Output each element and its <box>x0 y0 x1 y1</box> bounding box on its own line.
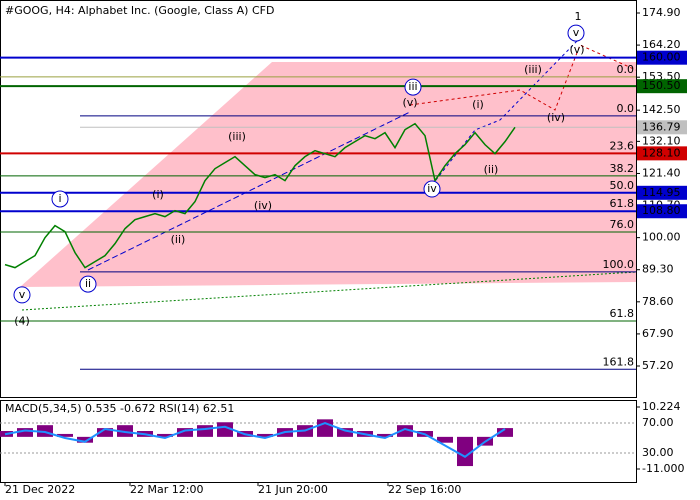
y2-tick-label: -11.000 <box>642 462 684 475</box>
projection-blue <box>431 39 579 186</box>
y-tick-label: 132.10 <box>642 134 681 147</box>
rsi-tick-label: 70.00 <box>642 416 674 429</box>
price-tag-label: 114.95 <box>642 186 681 199</box>
indicator-panel <box>0 400 637 483</box>
price-tag-label: 136.79 <box>642 120 681 133</box>
wave-circle <box>404 78 422 96</box>
wave-label: v <box>573 26 580 39</box>
wave-label: iii <box>408 80 417 93</box>
wave-label: (v) <box>402 96 417 109</box>
fib-label: 23.6 <box>610 139 635 152</box>
macd-bar <box>97 428 113 437</box>
macd-bar <box>197 425 213 437</box>
wave-circle <box>79 275 97 293</box>
wave-label: i <box>58 192 61 205</box>
indicator-title: MACD(5,34,5) 0.535 -0.672 RSI(14) 62.51 <box>5 402 234 415</box>
wave-label: (ii) <box>484 163 499 176</box>
y-tick-label: 121.40 <box>642 166 681 179</box>
price-tag <box>637 185 687 200</box>
y-tick-label: 78.60 <box>642 295 674 308</box>
price-tag <box>637 50 687 65</box>
trend-line <box>21 271 637 311</box>
macd-bar <box>377 433 393 437</box>
price-panel <box>0 0 637 398</box>
wave-label: (iii) <box>524 63 542 76</box>
x-tick-label: 22 Mar 12:00 <box>130 483 203 496</box>
wave-label: (4) <box>14 315 30 328</box>
macd-bar <box>497 428 513 437</box>
macd-bar <box>157 433 173 437</box>
fib-label: 0.0 <box>617 63 635 76</box>
macd-bar <box>77 436 93 443</box>
wave-circle <box>13 286 31 304</box>
y-tick-label: 174.90 <box>642 6 681 19</box>
fib-label: 100.0 <box>603 258 635 271</box>
macd-bar <box>397 425 413 437</box>
wave-label: v <box>19 288 26 301</box>
macd-bar <box>257 433 273 437</box>
fib-label: 61.8 <box>610 197 635 210</box>
x-tick-label: 21 Dec 2022 <box>5 483 75 496</box>
wave-label: (v) <box>569 43 584 56</box>
y-tick-label: 57.20 <box>642 359 674 372</box>
fib-label: 50.0 <box>610 179 635 192</box>
y2-tick-label: 10.224 <box>642 400 681 413</box>
macd-bar <box>217 422 233 437</box>
wave-label: (i) <box>152 188 164 201</box>
price-tag <box>637 204 687 219</box>
wave-label: ii <box>85 277 91 290</box>
fib-label: 76.0 <box>610 218 635 231</box>
macd-bar <box>57 433 73 437</box>
x-tick-label: 22 Sep 16:00 <box>388 483 461 496</box>
price-tag-label: 160.00 <box>642 51 681 64</box>
fib-label: 161.8 <box>603 355 635 368</box>
price-tag-label: 150.50 <box>642 79 681 92</box>
wave-label: (iii) <box>228 130 246 143</box>
wave-label: (iv) <box>254 199 272 212</box>
macd-bar <box>177 428 193 437</box>
y-tick-label: 67.90 <box>642 327 674 340</box>
price-tag-label: 128.10 <box>642 146 681 159</box>
y-tick-label: 89.30 <box>642 263 674 276</box>
fib-label: 61.8 <box>610 307 635 320</box>
x-tick-label: 21 Jun 20:00 <box>258 483 328 496</box>
y-tick-label: 100.00 <box>642 231 681 244</box>
y-tick-label: 164.20 <box>642 38 681 51</box>
price-line <box>4 122 516 269</box>
wave-circle <box>51 190 69 208</box>
wave-circle <box>423 180 441 198</box>
fib-label: 0.0 <box>617 102 635 115</box>
rsi-line <box>4 421 506 458</box>
chart-title: #GOOG, H4: Alphabet Inc. (Google, Class … <box>5 4 274 17</box>
y-tick-label: 142.50 <box>642 103 681 116</box>
wave-label: iv <box>427 182 437 195</box>
wave-label: (ii) <box>171 233 186 246</box>
macd-bar <box>437 436 453 443</box>
rsi-tick-label: 30.00 <box>642 446 674 459</box>
fib-label: 38.2 <box>610 162 635 175</box>
macd-bar <box>457 436 473 467</box>
wave-circle <box>567 24 585 42</box>
wave-label: (i) <box>472 98 484 111</box>
price-tag <box>637 79 687 94</box>
macd-bar <box>17 428 33 437</box>
wave-label: (iv) <box>547 111 565 124</box>
projection-red <box>409 44 637 111</box>
price-tag <box>637 120 687 135</box>
price-tag <box>637 146 687 161</box>
macd-bar <box>337 428 353 437</box>
channel-line <box>87 111 411 271</box>
price-tag-label: 108.80 <box>642 204 681 217</box>
target-zone <box>20 62 636 287</box>
wave-label: 1 <box>575 10 582 23</box>
